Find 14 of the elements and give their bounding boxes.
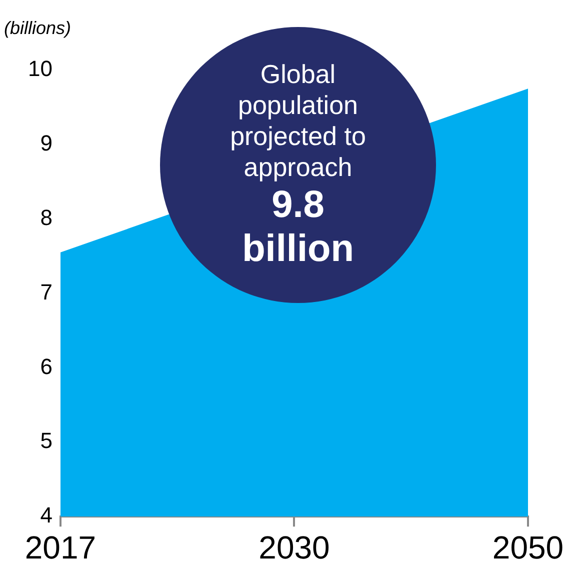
y-tick-label: 8 [40, 204, 52, 230]
x-tick-label: 2017 [24, 530, 96, 566]
y-axis-title: (billions) [4, 18, 72, 39]
y-tick-label: 6 [40, 354, 52, 379]
x-tick-label: 2050 [492, 530, 564, 566]
annotation: Global population projected to approach [229, 59, 367, 183]
y-tick-label: 9 [40, 130, 52, 156]
x-tick-label: 2030 [258, 530, 330, 566]
circle-badge: Global population projected to approach 9.8 billion [160, 27, 436, 303]
y-tick-label: 4 [40, 502, 52, 528]
y-tick-label: 10 [28, 56, 52, 82]
y-tick-label: 5 [40, 428, 52, 454]
annotation: 9.8 billion [241, 183, 355, 271]
y-tick-label: 7 [40, 279, 52, 304]
